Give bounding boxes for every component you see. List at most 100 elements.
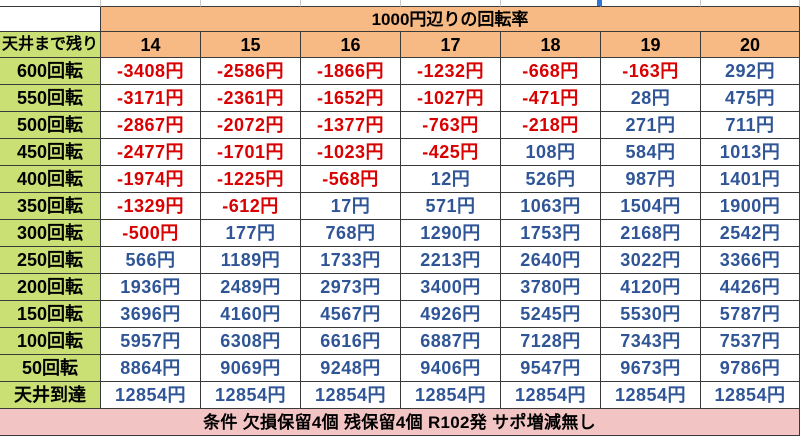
- cell-unit: 円: [761, 142, 781, 162]
- table-cell: -3408 円: [101, 58, 201, 85]
- table-cell: 12854 円: [501, 382, 601, 409]
- cell-unit: 円: [662, 223, 681, 243]
- cell-unit: 円: [265, 61, 285, 81]
- cell-value: 1290: [420, 223, 463, 243]
- table-cell: -1377 円: [301, 112, 401, 139]
- cell-unit: 円: [262, 358, 281, 378]
- cell-unit: 円: [365, 88, 385, 108]
- cell-unit: 円: [262, 304, 281, 324]
- table-cell: 9406 円: [401, 355, 501, 382]
- table-cell: -1974 円: [101, 166, 201, 193]
- table-cell: 1013 円: [701, 139, 800, 166]
- table-cell: 17 円: [301, 193, 401, 220]
- cell-unit: 円: [362, 331, 381, 351]
- column-header-stub[interactable]: [401, 0, 501, 7]
- cell-value: 7128: [520, 331, 563, 351]
- table-cell: 4160 円: [201, 301, 301, 328]
- table-cell: 4926 円: [401, 301, 501, 328]
- table-cell: 1936 円: [101, 274, 201, 301]
- table-cell: 1753 円: [501, 220, 601, 247]
- column-header-stub[interactable]: [201, 0, 301, 7]
- cell-value: -1027: [416, 88, 466, 108]
- cell-unit: 円: [667, 385, 687, 405]
- table-cell: -2867 円: [101, 112, 201, 139]
- table-cell: 12854 円: [201, 382, 301, 409]
- table-cell: 12854 円: [701, 382, 800, 409]
- cell-unit: 円: [362, 304, 381, 324]
- cell-unit: 円: [257, 223, 276, 243]
- table-cell: 9673 円: [601, 355, 701, 382]
- table-cell: 108 円: [501, 139, 601, 166]
- table-cell: 1401 円: [701, 166, 800, 193]
- cell-value: 4120: [620, 277, 663, 297]
- table-cell: 271 円: [601, 112, 701, 139]
- table-cell: 2973 円: [301, 274, 401, 301]
- cell-value: 12854: [714, 385, 768, 405]
- cell-unit: 円: [557, 169, 576, 189]
- cell-unit: 円: [662, 250, 681, 270]
- cell-unit: 円: [362, 250, 381, 270]
- table-cell: -2477 円: [101, 139, 201, 166]
- cell-unit: 円: [756, 88, 776, 108]
- table-cell: -668 円: [501, 58, 601, 85]
- column-header: 14: [101, 32, 201, 58]
- cell-unit: 円: [362, 277, 381, 297]
- cell-value: 2213: [420, 250, 463, 270]
- table-cell: -2586 円: [201, 58, 301, 85]
- cell-value: 475: [724, 88, 757, 108]
- table-cell: 4426 円: [701, 274, 800, 301]
- cell-value: 3366: [719, 250, 762, 270]
- table-cell: 1900 円: [701, 193, 800, 220]
- table-cell: 292 円: [701, 58, 800, 85]
- cell-unit: 円: [457, 196, 476, 216]
- row-label: 150回転: [0, 301, 101, 328]
- cell-unit: 円: [157, 250, 176, 270]
- cell-unit: 円: [260, 196, 279, 216]
- row-label: 500回転: [0, 112, 101, 139]
- cell-value: 1401: [719, 169, 762, 189]
- table-cell: 12854 円: [101, 382, 201, 409]
- cell-unit: 円: [660, 61, 679, 81]
- cell-value: -2072: [216, 115, 266, 135]
- table-cell: 571 円: [401, 193, 501, 220]
- column-header-stub[interactable]: [501, 0, 601, 7]
- cell-unit: 円: [262, 331, 281, 351]
- cell-unit: 円: [162, 358, 181, 378]
- column-header-stub[interactable]: [701, 0, 800, 7]
- table-cell: 3022 円: [601, 247, 701, 274]
- cell-unit: 円: [761, 358, 781, 378]
- table-cell: 475 円: [701, 85, 800, 112]
- cell-value: -1701: [216, 142, 266, 162]
- cell-value: 6308: [220, 331, 263, 351]
- cell-value: -500: [122, 223, 161, 243]
- row-label: 200回転: [0, 274, 101, 301]
- column-header-stub[interactable]: [0, 0, 101, 7]
- table-cell: 7343 円: [601, 328, 701, 355]
- cell-value: 768: [325, 223, 358, 243]
- cell-unit: 円: [462, 331, 481, 351]
- cell-value: 3400: [420, 277, 463, 297]
- column-header-stub[interactable]: [101, 0, 201, 7]
- cell-value: -2361: [216, 88, 266, 108]
- table-cell: 566 円: [101, 247, 201, 274]
- table-title: 1000円辺りの回転率: [101, 7, 800, 32]
- row-label: 250回転: [0, 247, 101, 274]
- cell-value: 584: [625, 142, 658, 162]
- column-header-stub[interactable]: [601, 0, 701, 7]
- cell-value: 12854: [614, 385, 668, 405]
- cell-value: 4160: [220, 304, 263, 324]
- cell-unit: 円: [562, 196, 581, 216]
- cell-unit: 円: [662, 196, 681, 216]
- cell-unit: 円: [365, 115, 385, 135]
- table-cell: -568 円: [301, 166, 401, 193]
- cell-unit: 円: [165, 61, 185, 81]
- column-header-stub[interactable]: [301, 0, 401, 7]
- cell-unit: 円: [165, 88, 185, 108]
- table-cell: -1652 円: [301, 85, 401, 112]
- table-cell: 4120 円: [601, 274, 701, 301]
- cell-unit: 円: [162, 304, 181, 324]
- column-header: 15: [201, 32, 301, 58]
- row-label: 550回転: [0, 85, 101, 112]
- cell-unit: 円: [761, 277, 781, 297]
- cell-value: 108: [525, 142, 558, 162]
